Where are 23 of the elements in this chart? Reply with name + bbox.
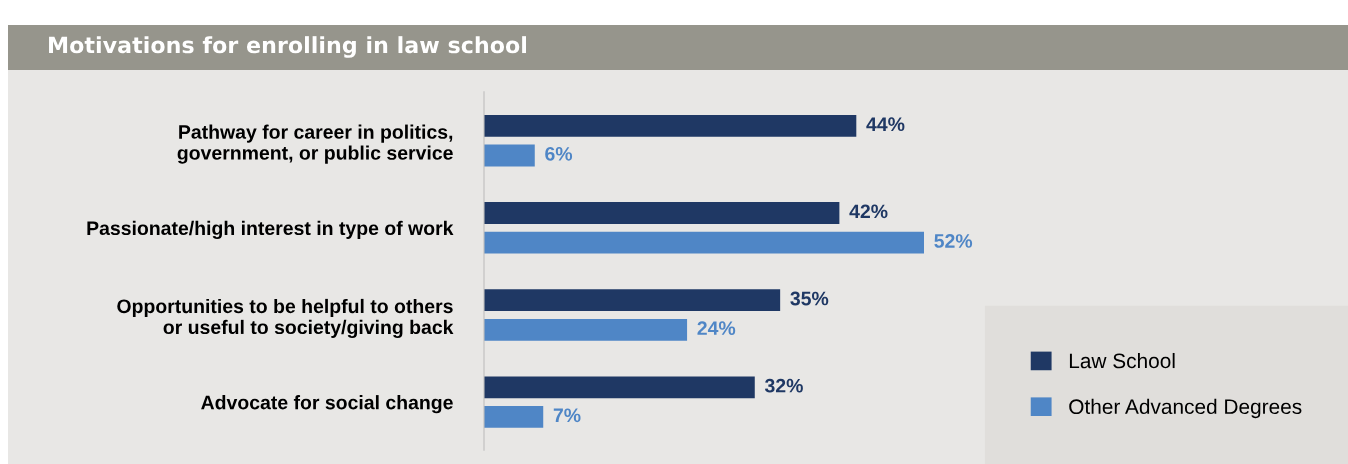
- bar: [484, 376, 755, 399]
- legend-label: Law School: [1069, 352, 1175, 369]
- data-label: 6%: [545, 146, 573, 161]
- data-label: 7%: [553, 408, 581, 423]
- bar: [484, 318, 688, 341]
- y-tick-label: Pathway for career in politics, government, or public service: [177, 124, 453, 164]
- bar: [484, 231, 924, 254]
- y-tick-label: Advocate for social change: [201, 395, 453, 414]
- data-label: 42%: [849, 204, 888, 219]
- bar: [484, 406, 544, 428]
- bar: [484, 289, 781, 312]
- data-label: 32%: [764, 378, 803, 393]
- legend-label: Other Advanced Degrees: [1069, 398, 1302, 419]
- data-label: 35%: [790, 291, 829, 306]
- bar: [484, 144, 535, 167]
- y-tick-label: Opportunities to be helpful to others or useful to society/giving back: [117, 298, 454, 339]
- data-label: 44%: [866, 117, 905, 132]
- data-label: 52%: [934, 234, 973, 248]
- bar: [484, 202, 840, 224]
- y-tick-label: Passionate/high interest in type of work: [87, 220, 454, 239]
- data-label: 24%: [697, 321, 736, 335]
- bar: [484, 114, 857, 137]
- text: Motivations for enrolling in law school: [49, 36, 527, 58]
